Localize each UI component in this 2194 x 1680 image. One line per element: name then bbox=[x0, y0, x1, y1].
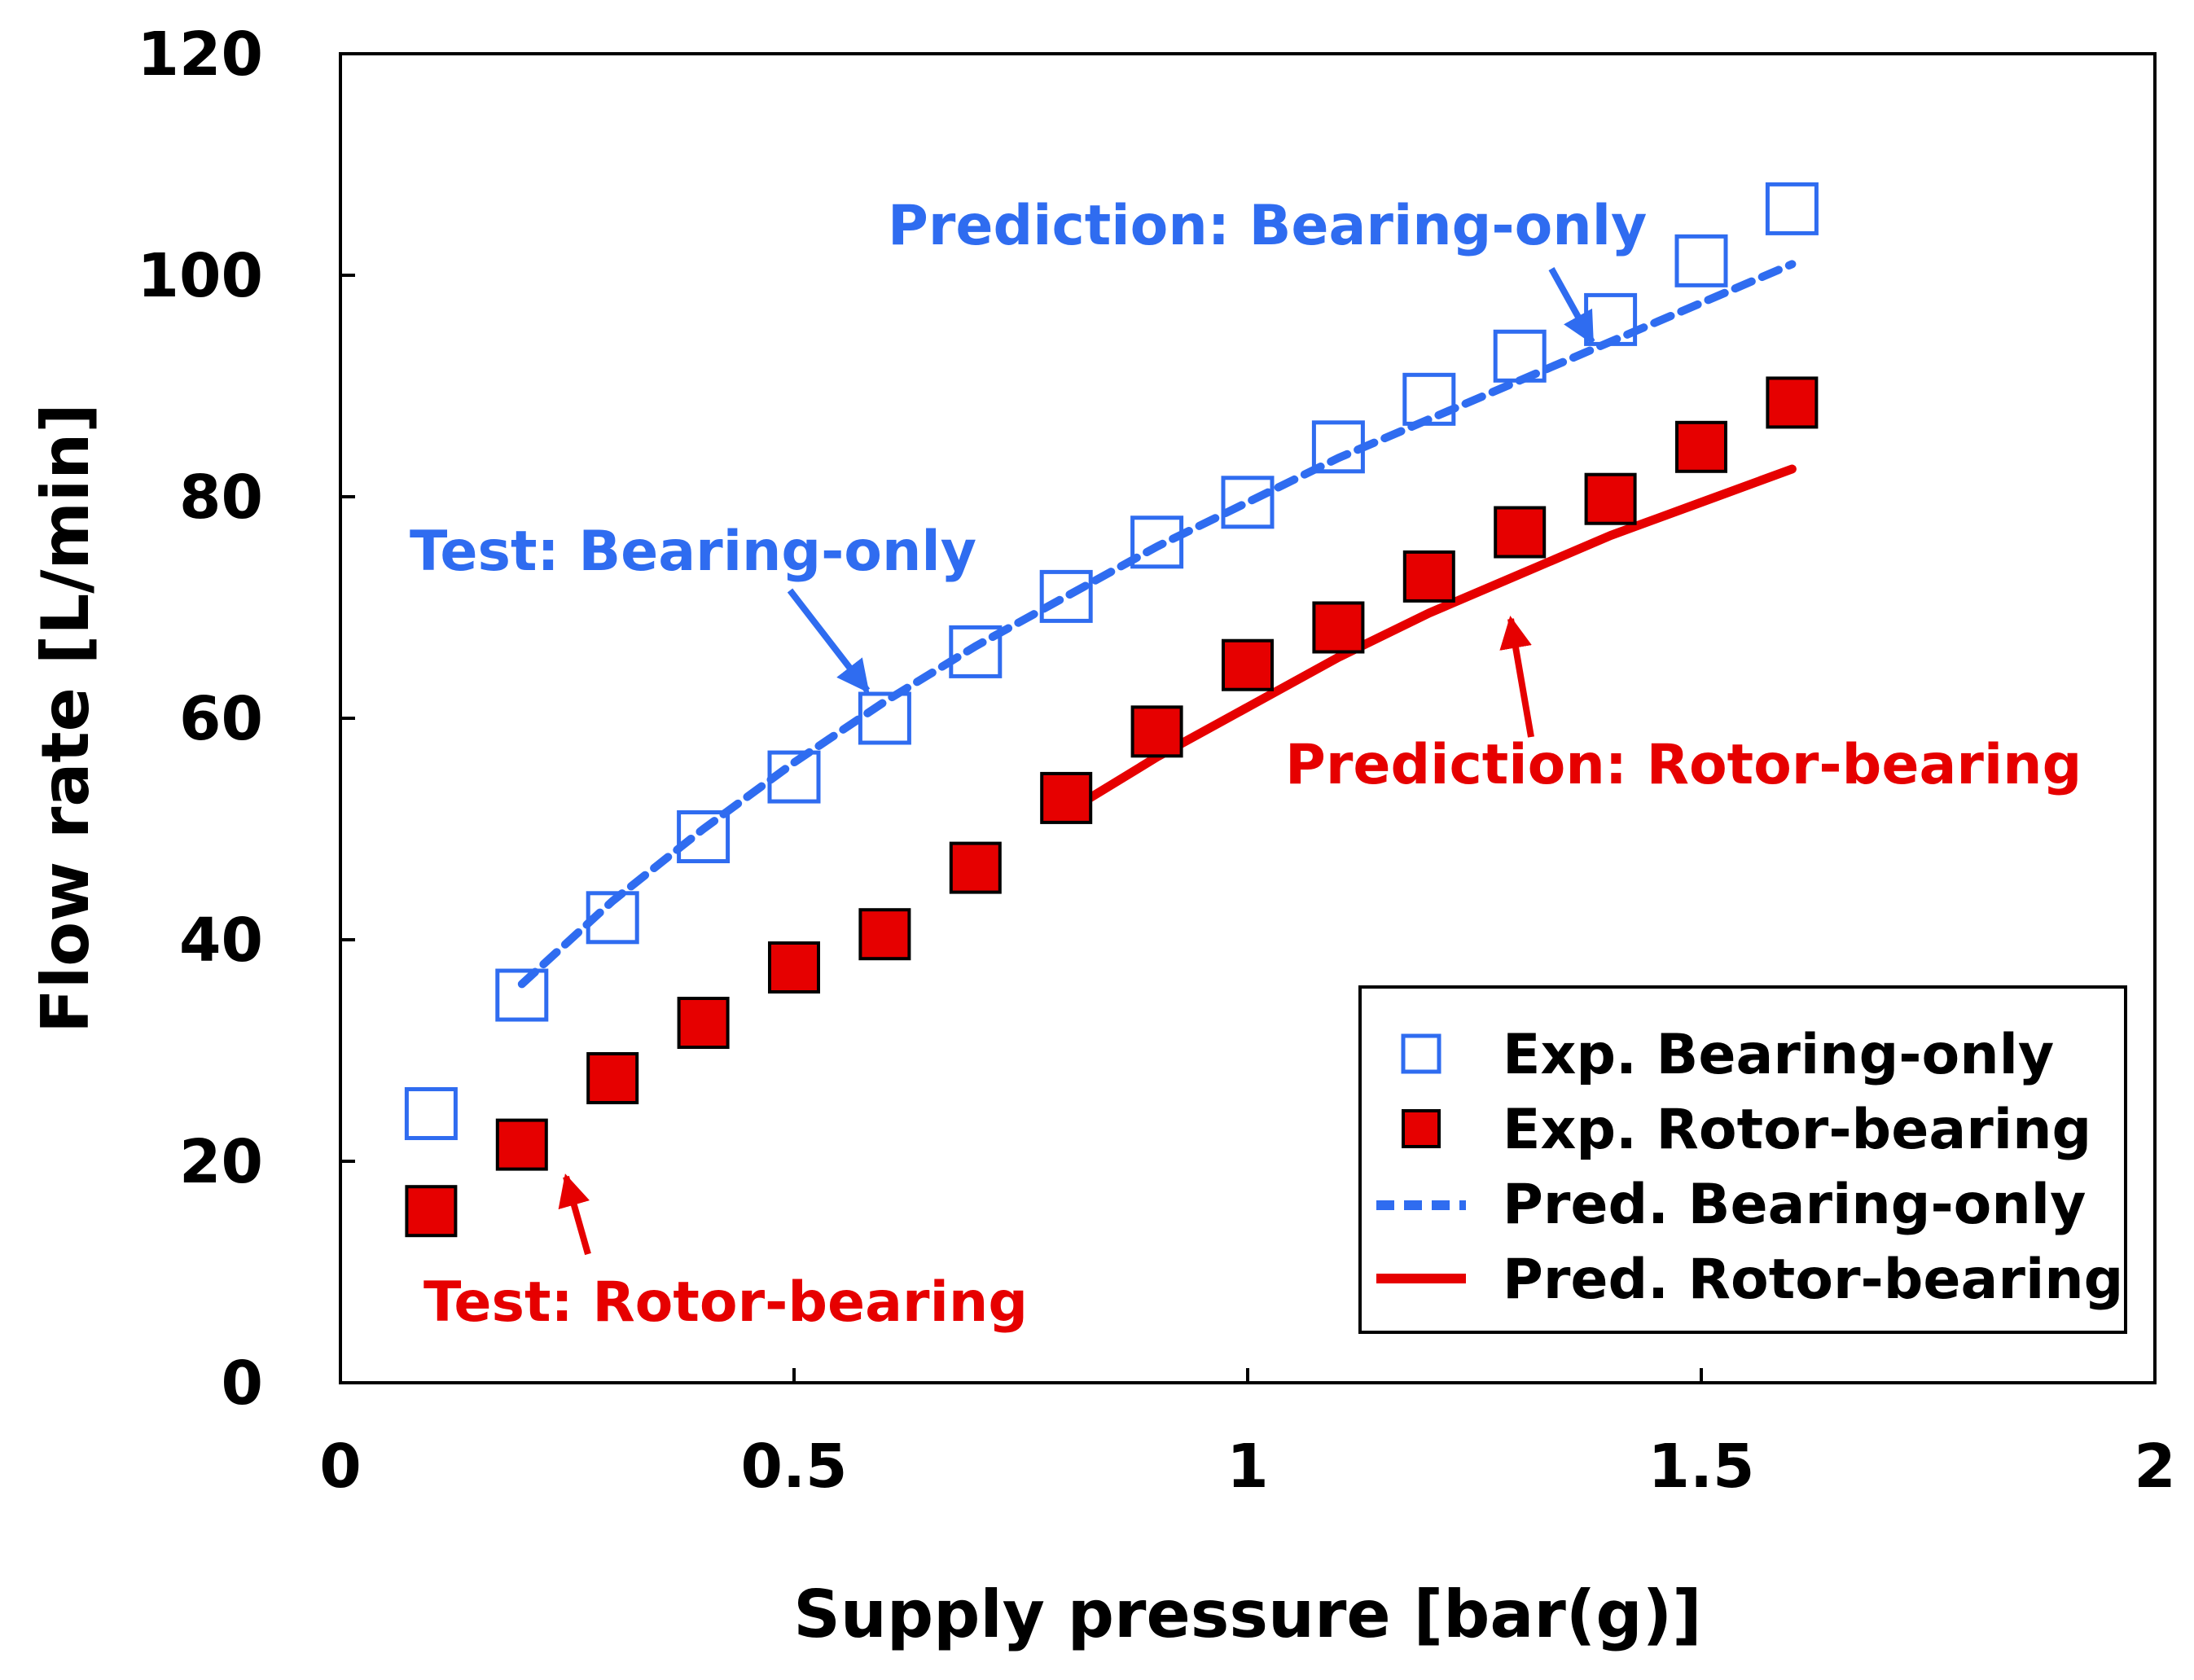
legend-box bbox=[1358, 985, 2127, 1334]
series-pred-rotor-bearing bbox=[1061, 464, 1797, 818]
exp-bearing-only-point bbox=[586, 891, 639, 945]
exp-bearing-only-point bbox=[1130, 515, 1184, 569]
series-pred-bearing-only bbox=[517, 260, 1797, 989]
exp-rotor-bearing-point bbox=[1675, 420, 1727, 473]
exp-rotor-bearing-point bbox=[1312, 601, 1365, 654]
annotation-arrow bbox=[558, 1173, 591, 1256]
exp-bearing-only-point bbox=[677, 810, 731, 864]
exp-bearing-only-point bbox=[1493, 329, 1547, 383]
svg-text:Pred. Rotor-bearing: Pred. Rotor-bearing bbox=[1503, 1248, 2123, 1312]
x-axis-title: Supply pressure [bar(g)] bbox=[793, 1577, 1701, 1652]
legend-item-pred-rotor-bearing: Pred. Rotor-bearing bbox=[1376, 1248, 2123, 1312]
y-tick-label: 40 bbox=[179, 906, 263, 976]
x-tick-label: 1 bbox=[1226, 1432, 1269, 1502]
exp-rotor-bearing-point bbox=[1222, 638, 1274, 691]
annotation-arrow bbox=[1499, 616, 1534, 738]
exp-bearing-only-point bbox=[767, 750, 821, 804]
svg-text:Exp. Bearing-only: Exp. Bearing-only bbox=[1503, 1023, 2054, 1087]
exp-rotor-bearing-point bbox=[1766, 376, 1819, 429]
y-tick-label: 60 bbox=[179, 684, 263, 754]
svg-text:Pred. Bearing-only: Pred. Bearing-only bbox=[1503, 1173, 2086, 1237]
y-tick-label: 120 bbox=[138, 20, 263, 90]
exp-rotor-bearing-point bbox=[949, 841, 1002, 894]
annotation-test-bearing-only: Test: Bearing-only bbox=[410, 520, 976, 694]
exp-rotor-bearing-point bbox=[495, 1118, 548, 1171]
series-exp-rotor-bearing bbox=[405, 376, 1819, 1238]
svg-text:Exp. Rotor-bearing: Exp. Rotor-bearing bbox=[1503, 1098, 2091, 1162]
x-tick-label: 0.5 bbox=[740, 1432, 847, 1502]
exp-bearing-only-point bbox=[1311, 420, 1365, 474]
annotation-arrow bbox=[787, 588, 871, 694]
exp-rotor-bearing-point bbox=[677, 997, 730, 1049]
exp-bearing-only-point bbox=[1674, 234, 1728, 287]
x-tick-label: 1.5 bbox=[1648, 1432, 1754, 1502]
y-axis-title: Flow rate [L/min] bbox=[28, 403, 103, 1033]
exp-rotor-bearing-point bbox=[1584, 472, 1637, 525]
svg-text:Test: Bearing-only: Test: Bearing-only bbox=[410, 520, 976, 584]
pred-bearing-only-line bbox=[517, 260, 1797, 989]
legend-item-exp-bearing-only: Exp. Bearing-only bbox=[1401, 1023, 2054, 1087]
exp-rotor-bearing-point bbox=[1402, 550, 1455, 603]
exp-bearing-only-point bbox=[495, 968, 549, 1022]
legend: Exp. Bearing-only Exp. Rotor-bearing Pre… bbox=[1358, 985, 2127, 1334]
svg-text:Prediction: Rotor-bearing: Prediction: Rotor-bearing bbox=[1285, 733, 2082, 797]
y-axis: 0 20 40 60 80 100 120 bbox=[138, 20, 355, 1419]
legend-swatch-filled-square bbox=[1402, 1109, 1441, 1148]
x-axis: 0 0.5 1 1.5 2 bbox=[319, 1368, 2176, 1502]
annotation-arrow bbox=[1548, 267, 1595, 345]
exp-rotor-bearing-point bbox=[1130, 705, 1183, 758]
exp-rotor-bearing-point bbox=[768, 941, 820, 994]
y-tick-label: 0 bbox=[222, 1349, 264, 1419]
annotation-prediction-bearing-only: Prediction: Bearing-only bbox=[888, 194, 1647, 345]
legend-swatch-open-square bbox=[1401, 1033, 1441, 1074]
y-tick-label: 20 bbox=[179, 1127, 263, 1197]
y-tick-label: 100 bbox=[138, 241, 263, 311]
x-tick-label: 0 bbox=[319, 1432, 362, 1502]
exp-bearing-only-point bbox=[858, 691, 911, 745]
exp-bearing-only-point bbox=[949, 625, 1003, 678]
x-tick-label: 2 bbox=[2134, 1432, 2176, 1502]
exp-bearing-only-point bbox=[1402, 372, 1456, 426]
exp-rotor-bearing-point bbox=[405, 1185, 458, 1238]
exp-rotor-bearing-point bbox=[1040, 771, 1093, 824]
exp-bearing-only-point bbox=[1765, 182, 1819, 235]
y-tick-label: 80 bbox=[179, 463, 263, 533]
series-exp-bearing-only bbox=[404, 182, 1819, 1141]
annotation-prediction-rotor-bearing: Prediction: Rotor-bearing bbox=[1285, 616, 2082, 797]
svg-text:Test: Rotor-bearing: Test: Rotor-bearing bbox=[423, 1270, 1028, 1335]
legend-item-pred-bearing-only: Pred. Bearing-only bbox=[1376, 1173, 2086, 1237]
exp-bearing-only-point bbox=[404, 1087, 458, 1141]
annotation-test-rotor-bearing: Test: Rotor-bearing bbox=[423, 1173, 1028, 1335]
legend-item-exp-rotor-bearing: Exp. Rotor-bearing bbox=[1402, 1098, 2091, 1162]
svg-text:Prediction: Bearing-only: Prediction: Bearing-only bbox=[888, 194, 1647, 258]
exp-rotor-bearing-point bbox=[858, 908, 911, 961]
exp-bearing-only-point bbox=[1221, 476, 1275, 529]
exp-bearing-only-point bbox=[1039, 569, 1093, 623]
exp-rotor-bearing-point bbox=[1494, 506, 1547, 559]
exp-rotor-bearing-point bbox=[586, 1052, 639, 1104]
pred-rotor-bearing-line bbox=[1061, 464, 1797, 818]
